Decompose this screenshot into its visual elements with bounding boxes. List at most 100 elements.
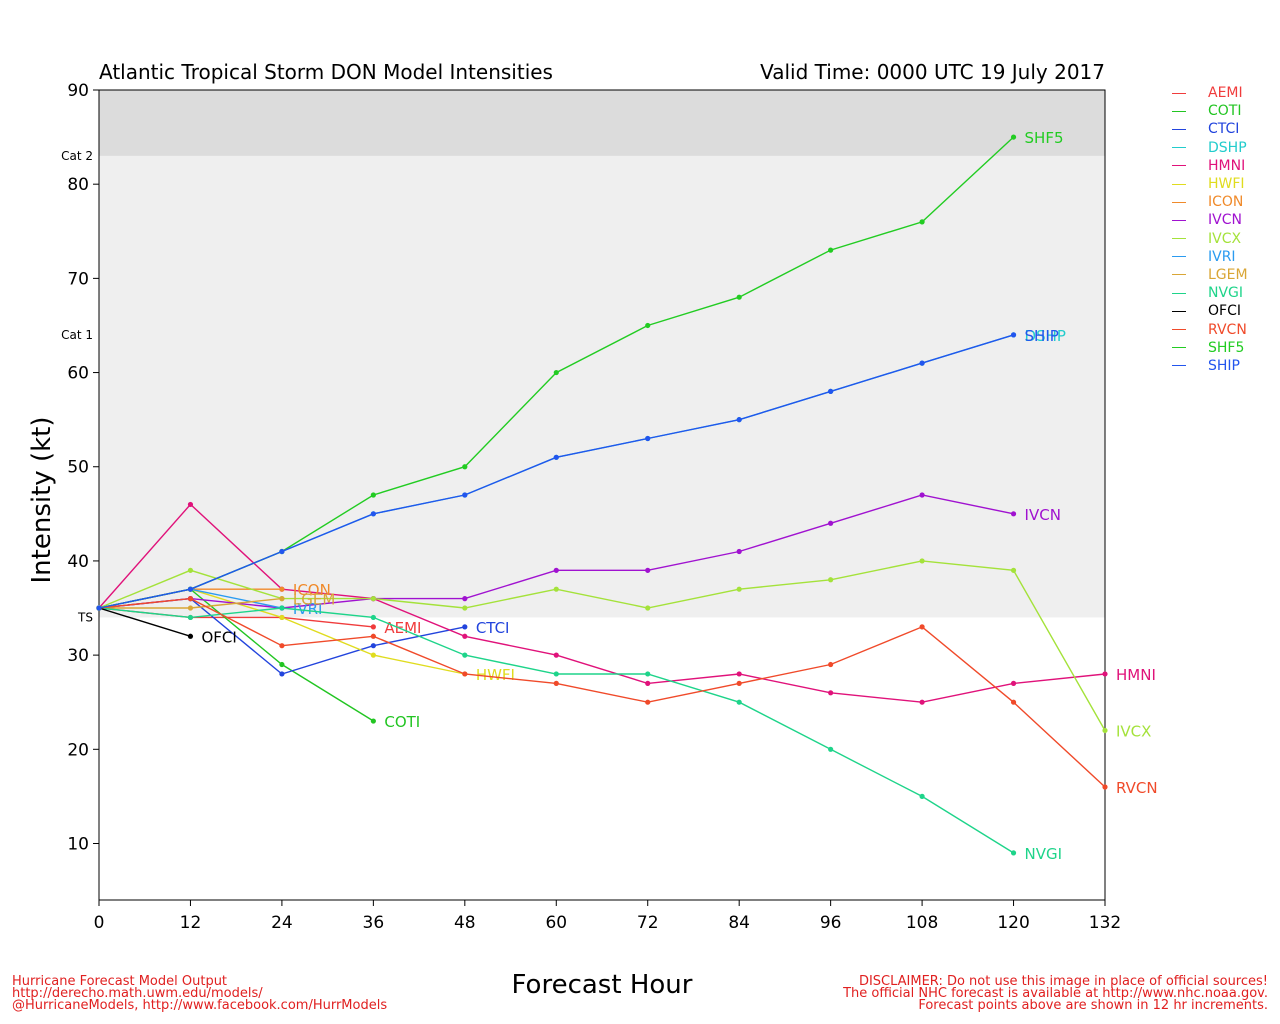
legend-item: OFCI <box>1172 302 1248 320</box>
x-axis-label: Forecast Hour <box>511 970 693 1000</box>
data-point-rvcn <box>736 680 742 686</box>
y-tick-label: 70 <box>67 269 89 289</box>
legend-label: NVGI <box>1208 285 1244 302</box>
data-point-hmni <box>645 680 651 686</box>
data-point-shf5 <box>828 247 834 253</box>
data-point-ivcx <box>462 605 468 611</box>
data-point-hmni <box>553 652 559 658</box>
legend-swatch <box>1172 165 1186 167</box>
footer-credit-line: Hurricane Forecast Model Output <box>12 974 228 989</box>
data-point-ivcn <box>919 492 925 498</box>
legend-label: SHIP <box>1208 357 1240 374</box>
data-point-hmni <box>462 633 468 639</box>
data-point-rvcn <box>645 699 651 705</box>
footer-credit-line: http://derecho.math.uwm.edu/models/ <box>12 986 263 1001</box>
legend-label: ICON <box>1208 194 1244 211</box>
data-point-shf5 <box>553 369 559 376</box>
footer-disclaimer-line: Forecast points above are shown in 12 hr… <box>918 998 1268 1013</box>
data-point-ship <box>96 605 102 611</box>
data-point-coti <box>370 718 376 724</box>
footer-disclaimer-line: The official NHC forecast is available a… <box>843 986 1268 1001</box>
footer-disclaimer-line: DISCLAIMER: Do not use this image in pla… <box>858 974 1268 989</box>
data-point-ivcn <box>645 567 651 573</box>
legend-swatch <box>1172 92 1186 94</box>
x-tick-label: 108 <box>906 913 938 933</box>
data-point-ivcn <box>462 596 468 602</box>
series-end-label: HMNI <box>1116 666 1156 684</box>
legend-label: HMNI <box>1208 157 1246 174</box>
data-point-lgem <box>279 596 285 602</box>
legend-label: HWFI <box>1208 176 1245 193</box>
data-point-ship <box>736 417 742 423</box>
legend-item: IVCX <box>1172 230 1248 248</box>
legend-item: HMNI <box>1172 157 1248 175</box>
legend-label: DSHP <box>1208 139 1247 156</box>
legend-label: COTI <box>1208 103 1242 120</box>
footer-disclaimer: DISCLAIMER: Do not use this image in pla… <box>843 974 1268 1013</box>
data-point-shf5 <box>1010 134 1017 140</box>
legend-item: RVCN <box>1172 320 1248 338</box>
legend-label: OFCI <box>1208 303 1241 320</box>
series-end-label: OFCI <box>201 628 236 646</box>
data-point-hwfi <box>370 652 376 658</box>
data-point-hwfi <box>279 614 285 621</box>
footer-credits: Hurricane Forecast Model Output http://d… <box>12 974 387 1012</box>
series-end-label: AEMI <box>384 619 421 637</box>
legend-item: HWFI <box>1172 175 1248 193</box>
plot-frame <box>98 89 1106 901</box>
data-point-icon <box>279 586 285 592</box>
legend-label: IVCN <box>1208 212 1242 229</box>
data-point-ship <box>553 454 559 460</box>
data-point-hmni <box>1102 671 1108 677</box>
data-point-ivcx <box>1102 727 1108 734</box>
data-point-ivcn <box>553 567 559 573</box>
series-end-label: SHF5 <box>1025 129 1064 147</box>
series-end-label: IVCX <box>1116 722 1151 740</box>
series-line-hmni <box>98 503 1106 703</box>
data-point-ctci <box>279 671 285 677</box>
legend-item: SHIP <box>1172 357 1248 375</box>
data-point-hmni <box>1010 680 1017 686</box>
data-point-ivcn <box>828 520 834 526</box>
legend-label: IVCX <box>1208 230 1242 247</box>
data-point-coti <box>279 661 285 668</box>
data-point-nvgi <box>736 699 742 705</box>
data-point-rvcn <box>919 624 925 630</box>
data-point-nvgi <box>919 793 925 799</box>
legend-item: NVGI <box>1172 284 1248 302</box>
data-point-ship <box>828 388 834 394</box>
y-tick-label: 10 <box>67 834 89 854</box>
legend-item: LGEM <box>1172 266 1248 284</box>
legend-swatch <box>1172 219 1186 221</box>
legend-swatch <box>1172 128 1186 130</box>
legend-swatch <box>1172 347 1186 349</box>
data-point-nvgi <box>553 671 559 677</box>
legend-swatch <box>1172 274 1186 276</box>
data-point-ivcx <box>1010 567 1017 573</box>
legend-item: SHF5 <box>1172 339 1248 357</box>
category-label: TS <box>77 610 93 624</box>
legend-item: AEMI <box>1172 84 1248 102</box>
series-line-rvcn <box>98 597 1106 788</box>
data-point-shf5 <box>462 464 468 470</box>
legend-swatch <box>1172 238 1186 240</box>
legend-swatch <box>1172 201 1186 203</box>
legend-swatch <box>1172 256 1186 258</box>
data-point-ship <box>645 435 651 442</box>
data-point-ship <box>1010 332 1017 338</box>
data-point-hmni <box>828 690 834 696</box>
data-point-ivcx <box>187 567 194 573</box>
legend-swatch <box>1172 147 1186 149</box>
legend-item: ICON <box>1172 193 1248 211</box>
series-end-label: NVGI <box>1025 845 1063 863</box>
x-tick-label: 84 <box>728 913 750 933</box>
series-line-ofci <box>98 607 191 637</box>
x-tick-label: 0 <box>94 913 105 933</box>
y-tick-label: 90 <box>67 81 89 101</box>
data-point-nvgi <box>645 671 651 677</box>
legend-label: RVCN <box>1208 321 1247 338</box>
data-point-rvcn <box>187 596 194 602</box>
category-label: Cat 1 <box>61 328 93 342</box>
series-end-label: COTI <box>384 713 420 731</box>
series-end-label: HWFI <box>476 666 515 684</box>
